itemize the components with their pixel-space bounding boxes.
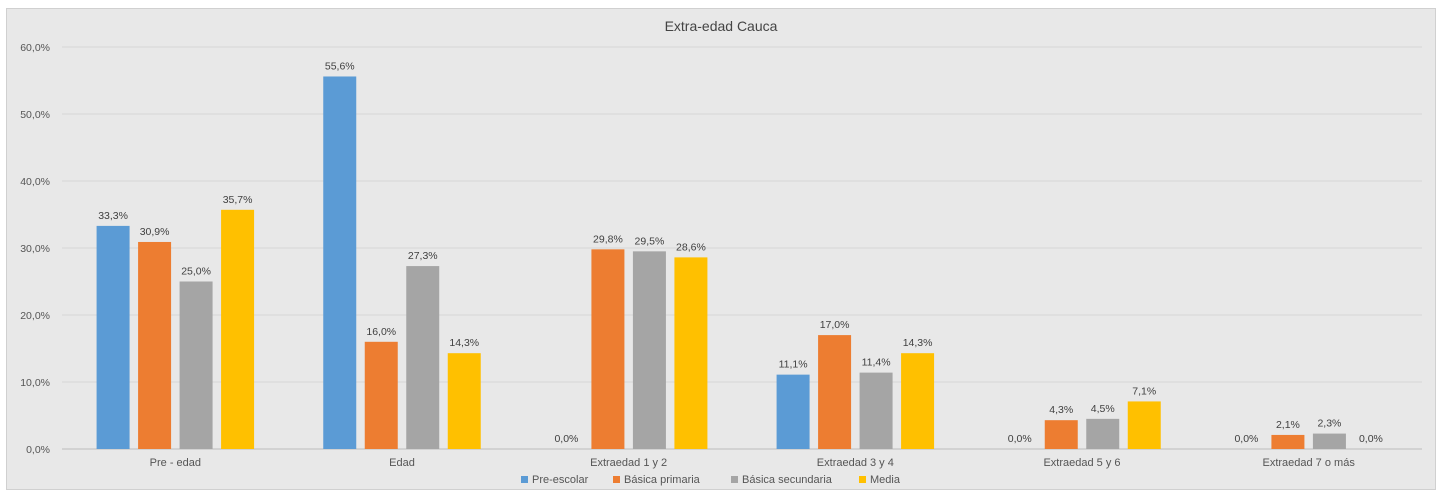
chart-title: Extra-edad Cauca bbox=[665, 18, 778, 34]
category-labels: Pre - edad Edad Extraedad 1 y 2 Extraedad 3… bbox=[150, 457, 1356, 469]
bar bbox=[364, 341, 398, 449]
data-labels: 33,3% 30,9% 25,0% 35,7% 55,6% 16,0% 27,3% 14,3%… bbox=[98, 60, 1383, 445]
data-label: 29,8% bbox=[593, 233, 623, 245]
data-label: 29,5% bbox=[635, 235, 665, 247]
bar bbox=[901, 353, 935, 449]
bar bbox=[776, 374, 810, 449]
category-label: Edad bbox=[389, 457, 415, 469]
data-label: 11,1% bbox=[779, 359, 808, 371]
legend-label: Media bbox=[870, 474, 901, 486]
bar bbox=[96, 225, 130, 449]
bar bbox=[406, 266, 440, 449]
bar bbox=[1312, 433, 1346, 449]
data-label: 0,0% bbox=[1359, 433, 1383, 445]
legend-swatch bbox=[613, 476, 620, 483]
bar bbox=[1127, 401, 1161, 449]
data-label: 4,3% bbox=[1049, 404, 1073, 416]
bar bbox=[674, 257, 708, 449]
bar bbox=[323, 76, 357, 449]
bar bbox=[447, 353, 481, 449]
data-label: 4,5% bbox=[1091, 403, 1115, 415]
legend-label: Pre-escolar bbox=[532, 474, 589, 486]
category-label: Extraedad 7 o más bbox=[1262, 457, 1355, 469]
data-label: 27,3% bbox=[408, 250, 438, 262]
data-label: 17,0% bbox=[820, 319, 850, 331]
legend-label: Básica primaria bbox=[624, 474, 701, 486]
data-label: 7,1% bbox=[1132, 385, 1156, 397]
bar bbox=[179, 281, 213, 449]
y-axis-ticks: 0,0% 10,0% 20,0% 30,0% 40,0% 50,0% 60,0% bbox=[20, 42, 50, 456]
data-label: 25,0% bbox=[181, 266, 211, 278]
y-tick-label: 20,0% bbox=[20, 310, 50, 322]
data-label: 14,3% bbox=[903, 337, 933, 349]
legend-swatch bbox=[521, 476, 528, 483]
y-tick-label: 40,0% bbox=[20, 176, 50, 188]
y-tick-label: 0,0% bbox=[26, 444, 50, 456]
bar bbox=[632, 251, 666, 449]
bar bbox=[859, 372, 893, 449]
data-label: 0,0% bbox=[1008, 433, 1032, 445]
data-label: 0,0% bbox=[554, 433, 578, 445]
bars bbox=[96, 76, 1346, 449]
bar bbox=[1044, 420, 1078, 449]
legend-label: Básica secundaria bbox=[742, 474, 833, 486]
y-tick-label: 10,0% bbox=[20, 377, 50, 389]
bar bbox=[1271, 434, 1305, 449]
data-label: 2,1% bbox=[1276, 419, 1300, 431]
category-label: Extraedad 5 y 6 bbox=[1043, 457, 1120, 469]
bar bbox=[138, 241, 172, 449]
legend-swatch bbox=[731, 476, 738, 483]
bar bbox=[1086, 418, 1120, 449]
y-tick-label: 50,0% bbox=[20, 109, 50, 121]
data-label: 30,9% bbox=[140, 226, 170, 238]
data-label: 11,4% bbox=[862, 357, 891, 369]
data-label: 16,0% bbox=[366, 326, 396, 338]
category-label: Extraedad 3 y 4 bbox=[817, 457, 894, 469]
bar bbox=[591, 249, 625, 449]
data-label: 2,3% bbox=[1317, 418, 1341, 430]
legend-swatch bbox=[859, 476, 866, 483]
data-label: 33,3% bbox=[98, 210, 128, 222]
category-label: Extraedad 1 y 2 bbox=[590, 457, 667, 469]
y-tick-label: 60,0% bbox=[20, 42, 50, 54]
y-tick-label: 30,0% bbox=[20, 243, 50, 255]
data-label: 28,6% bbox=[676, 241, 706, 253]
bar bbox=[818, 335, 852, 449]
category-label: Pre - edad bbox=[150, 457, 201, 469]
bar bbox=[221, 209, 255, 449]
data-label: 55,6% bbox=[325, 60, 355, 72]
data-label: 14,3% bbox=[449, 337, 479, 349]
gridlines bbox=[62, 46, 1422, 450]
legend: Pre-escolar Básica primaria Básica secunda… bbox=[521, 474, 901, 486]
data-label: 0,0% bbox=[1234, 433, 1258, 445]
data-label: 35,7% bbox=[223, 194, 253, 206]
